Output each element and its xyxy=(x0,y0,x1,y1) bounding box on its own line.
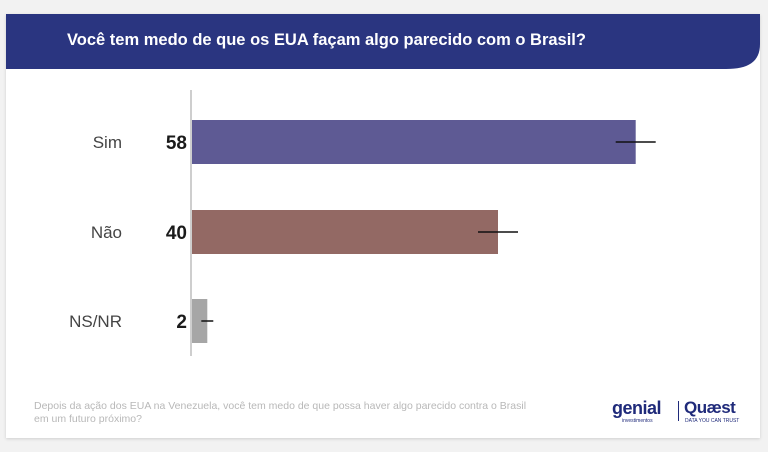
value-label-nao: 40 xyxy=(166,223,187,244)
logo-divider xyxy=(678,401,679,421)
chart-card: Você tem medo de que os EUA façam algo p… xyxy=(6,14,760,438)
bar-chart: Sim 58 Não 40 NS/NR 2 xyxy=(69,90,656,356)
category-label-nao: Não xyxy=(91,223,122,242)
title-banner: Você tem medo de que os EUA façam algo p… xyxy=(6,14,760,69)
genial-logo-subtitle: investimentos xyxy=(622,418,653,424)
genial-logo: genial xyxy=(612,398,662,418)
value-label-nsnr: 2 xyxy=(176,312,187,333)
banner-shape xyxy=(6,14,760,69)
quaest-logo-subtitle: DATA YOU CAN TRUST xyxy=(685,418,740,424)
category-label-sim: Sim xyxy=(93,133,122,152)
bar-nao xyxy=(192,210,498,254)
bar-sim xyxy=(192,120,636,164)
logos: genial investimentos Quæst DATA YOU CAN … xyxy=(612,398,742,424)
bar-nsnr xyxy=(192,299,208,343)
value-label-sim: 58 xyxy=(166,133,187,154)
survey-question: Depois da ação dos EUA na Venezuela, voc… xyxy=(34,400,527,425)
quaest-logo: Quæst xyxy=(684,398,736,417)
category-label-nsnr: NS/NR xyxy=(69,312,122,331)
chart-title: Você tem medo de que os EUA façam algo p… xyxy=(67,31,586,49)
